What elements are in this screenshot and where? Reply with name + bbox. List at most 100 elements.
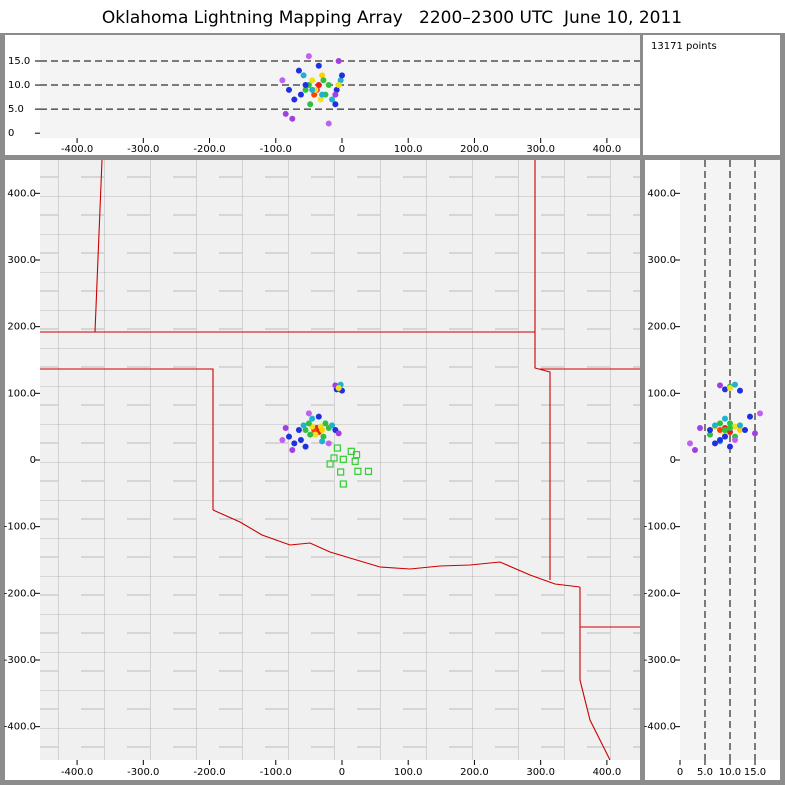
top-x-tick-label: -100.0 (260, 144, 292, 155)
source-plan (315, 413, 322, 420)
source-alt-y (732, 381, 738, 388)
chart-title: Oklahoma Lightning Mapping Array 2200–23… (102, 8, 682, 28)
x-tick-label: 400.0 (593, 767, 622, 778)
source-alt-y (742, 427, 748, 433)
source-alt-y (717, 382, 723, 389)
source-alt-y (737, 427, 743, 433)
alt-tick-label: 0 (8, 128, 14, 139)
source-x-alt (291, 96, 298, 103)
source-x-alt (317, 96, 324, 103)
source-plan (297, 437, 304, 443)
x-tick-label: -200.0 (193, 767, 225, 778)
source-alt-y (727, 385, 733, 391)
source-x-alt (297, 91, 304, 98)
station (339, 455, 347, 463)
source-plan (320, 433, 327, 440)
title-bar (0, 0, 785, 33)
source-x-alt (307, 101, 314, 108)
source-x-alt (319, 91, 326, 98)
source-alt-y (712, 422, 718, 429)
source-x-alt (305, 53, 312, 60)
alt-tick-label: 0 (677, 767, 683, 778)
source-alt-y (752, 430, 758, 437)
top-x-tick-label: 400.0 (593, 144, 622, 155)
x-tick-label: -300.0 (127, 767, 159, 778)
right-y-tick-label: 100.0 (647, 388, 676, 399)
top-x-tick-label: -400.0 (61, 144, 93, 155)
source-plan (300, 422, 307, 429)
source-x-alt (286, 86, 293, 93)
source-x-alt (325, 120, 332, 127)
alt-tick-label: 15.0 (744, 767, 766, 778)
top-x-tick-label: 100.0 (394, 144, 423, 155)
alt-tick-label: 15.0 (8, 56, 30, 67)
plot-layer: -400.0 -400.0 -300.0 -300.0 -200.0 -200.0 -100… (4, 53, 766, 778)
station (337, 468, 345, 476)
source-alt-y (727, 443, 733, 450)
y-tick-label: 0 (30, 455, 36, 466)
station (333, 444, 341, 452)
source-x-alt (335, 82, 342, 89)
source-x-alt (320, 77, 327, 84)
source-alt-y (747, 413, 753, 420)
right-y-tick-label: -200.0 (644, 588, 676, 599)
y-tick-label: 400.0 (7, 188, 36, 199)
source-plan (319, 427, 326, 433)
source-alt-y (722, 415, 728, 422)
source-alt-y (737, 422, 743, 429)
source-alt-y (757, 410, 763, 417)
top-x-tick-label: 200.0 (460, 144, 489, 155)
source-x-alt (315, 82, 322, 89)
source-plan (312, 431, 319, 438)
source-plan (335, 385, 342, 391)
source-plan (305, 420, 312, 427)
y-tick-label: 300.0 (7, 255, 36, 266)
station (364, 467, 373, 475)
source-plan (302, 427, 309, 433)
source-plan (322, 420, 329, 427)
source-plan (282, 425, 289, 431)
source-x-alt (295, 67, 302, 74)
source-x-alt (311, 91, 318, 98)
station (326, 460, 334, 468)
source-alt-y (722, 433, 728, 440)
source-plan (309, 415, 316, 422)
station (354, 467, 362, 475)
source-alt-y (717, 437, 723, 443)
source-alt-y (707, 431, 713, 438)
right-y-tick-label: 200.0 (647, 322, 676, 333)
station (351, 457, 359, 465)
source-alt-y (687, 440, 693, 447)
station (339, 480, 347, 488)
source-x-alt (332, 91, 339, 98)
y-tick-label: 100.0 (7, 388, 36, 399)
source-alt-y (707, 427, 713, 433)
alt-tick-label: 10.0 (719, 767, 741, 778)
source-x-alt (302, 82, 309, 89)
source-plan (307, 431, 314, 438)
source-x-alt (279, 77, 286, 84)
source-alt-y (732, 423, 738, 430)
source-plan (289, 447, 296, 453)
source-x-alt (282, 110, 289, 117)
source-alt-y (717, 427, 723, 433)
source-plan (305, 410, 312, 417)
source-plan (286, 433, 293, 440)
state-borders (40, 160, 640, 760)
source-x-alt (329, 96, 336, 103)
source-alt-y (692, 447, 698, 453)
top-x-tick-label: -300.0 (127, 144, 159, 155)
alt-tick-label: 5.0 (8, 104, 24, 115)
source-plan (279, 437, 286, 443)
y-tick-label: -200.0 (4, 588, 36, 599)
source-x-alt (338, 72, 345, 79)
y-tick-label: -300.0 (4, 655, 36, 666)
source-plan (319, 438, 326, 445)
right-y-tick-label: -300.0 (644, 655, 676, 666)
source-x-alt (309, 86, 316, 93)
right-y-tick-label: 400.0 (647, 188, 676, 199)
source-alt-y (697, 425, 703, 431)
source-x-alt (335, 57, 342, 64)
x-tick-label: 300.0 (526, 767, 555, 778)
